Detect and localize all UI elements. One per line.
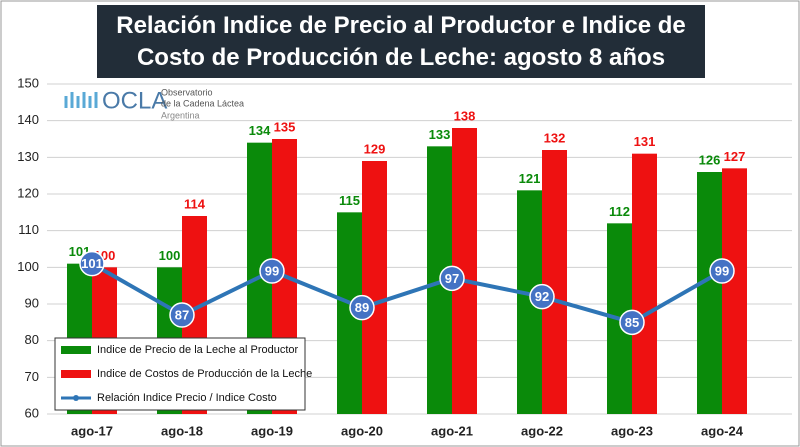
value-label: 134 (249, 123, 271, 138)
line (91, 261, 723, 325)
logo-name: OCLA (102, 87, 167, 114)
line-marker (529, 283, 555, 310)
value-label: 131 (634, 134, 656, 149)
value-label: 127 (724, 149, 746, 164)
y-tick-label: 110 (18, 222, 39, 237)
chart-title: Relación Indice de Precio al Productor e… (116, 12, 686, 71)
y-tick-label: 80 (25, 332, 39, 347)
legend-box (54, 337, 306, 411)
y-tick-label: 60 (25, 405, 39, 420)
value-label: 92 (535, 289, 549, 304)
logo: OCLA Observatorio de la Cadena Láctea Ar… (64, 87, 244, 120)
logo-text: Observatorio (161, 87, 213, 97)
y-tick-label: 140 (17, 112, 39, 127)
line-marker (259, 258, 285, 284)
legend-label: Relación Indice Precio / Indice Costo (97, 392, 277, 404)
y-tick-label: 120 (17, 185, 39, 200)
bar (362, 161, 387, 414)
value-label: 138 (454, 108, 476, 123)
legend: Indice de Precio de la Leche al Producto… (54, 337, 312, 411)
legend-swatch (61, 346, 91, 354)
value-label: 89 (355, 300, 369, 315)
value-label: 115 (339, 193, 360, 208)
x-tick-label: ago-20 (341, 423, 383, 438)
logo-text: de la Cadena Láctea (161, 98, 244, 108)
value-label: 114 (184, 196, 206, 211)
logo-icon (64, 92, 98, 108)
y-tick-label: 90 (25, 295, 39, 310)
value-label: 97 (445, 271, 459, 286)
x-tick-label: ago-24 (701, 423, 744, 438)
y-tick-label: 130 (17, 149, 39, 164)
value-label: 129 (364, 141, 386, 156)
y-tick-label: 70 (25, 369, 39, 384)
bar (722, 168, 747, 414)
bar (697, 172, 722, 414)
line-marker (169, 302, 195, 328)
y-tick-label: 100 (17, 259, 39, 274)
line-marker (79, 250, 105, 277)
title-wrap: Relación Indice de Precio al Productor e… (116, 12, 686, 71)
x-tick-label: ago-17 (71, 423, 113, 438)
bar (632, 153, 657, 414)
title-box (97, 5, 705, 78)
value-label: 85 (625, 315, 639, 330)
x-tick-label: ago-21 (431, 423, 473, 438)
value-label: 99 (715, 263, 729, 278)
logo-text: Argentina (161, 110, 200, 120)
value-label: 121 (519, 171, 541, 186)
value-label: 100 (159, 248, 181, 263)
value-label: 133 (429, 127, 451, 142)
line-marker (709, 258, 735, 284)
legend-swatch (61, 370, 91, 378)
legend-label: Indice de Precio de la Leche al Producto… (97, 344, 299, 356)
value-label: 126 (699, 152, 721, 167)
legend-swatch (73, 395, 79, 401)
value-label: 112 (609, 204, 630, 219)
value-label: 99 (265, 263, 279, 278)
line-marker (349, 294, 375, 321)
bar (542, 150, 567, 414)
value-label: 132 (544, 130, 566, 145)
legend-label: Indice de Costos de Producción de la Lec… (97, 368, 312, 380)
value-label: 101 (81, 256, 103, 271)
x-tick-label: ago-19 (251, 423, 293, 438)
x-tick-label: ago-18 (161, 423, 203, 438)
value-label: 87 (175, 307, 189, 322)
x-tick-label: ago-23 (611, 423, 653, 438)
x-tick-label: ago-22 (521, 423, 563, 438)
value-label: 135 (274, 119, 296, 134)
line-marker (619, 309, 645, 336)
y-tick-label: 150 (17, 75, 39, 90)
line-marker (439, 265, 465, 292)
